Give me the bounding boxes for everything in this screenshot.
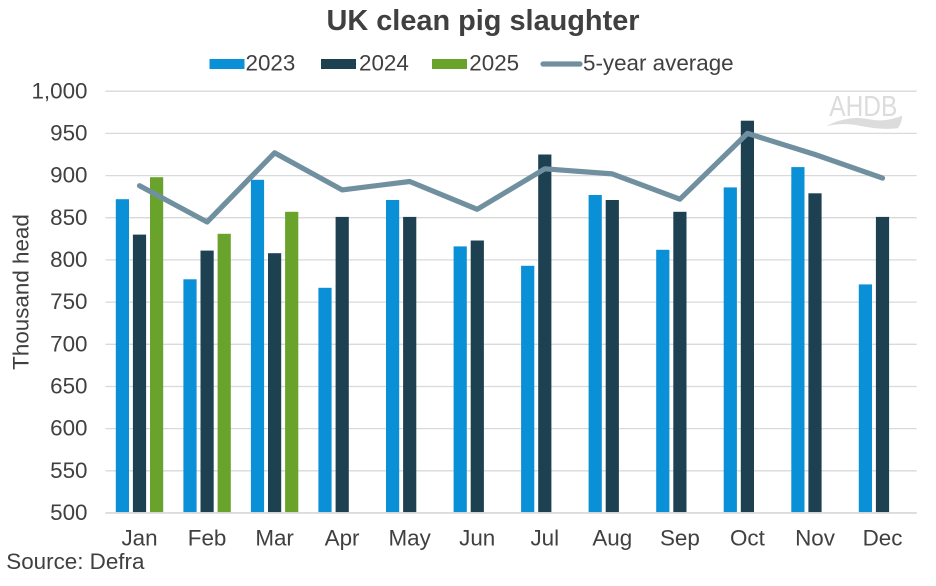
svg-text:800: 800 [50,247,87,272]
svg-text:Nov: Nov [795,526,836,551]
svg-text:550: 550 [50,458,87,483]
svg-text:Thousand head: Thousand head [9,214,34,370]
svg-text:900: 900 [50,163,87,188]
svg-text:2024: 2024 [359,51,409,76]
svg-text:Apr: Apr [325,526,360,551]
svg-text:Mar: Mar [255,526,294,551]
svg-text:Dec: Dec [863,526,903,551]
svg-text:950: 950 [50,121,87,146]
svg-text:2023: 2023 [246,51,296,76]
svg-text:Oct: Oct [730,526,766,551]
svg-text:May: May [389,526,432,551]
svg-text:Jan: Jan [121,526,157,551]
svg-text:600: 600 [50,416,87,441]
svg-text:Source: Defra: Source: Defra [6,549,145,574]
svg-text:700: 700 [50,331,87,356]
svg-text:2025: 2025 [469,51,519,76]
svg-text:Sep: Sep [660,526,700,551]
svg-text:Jul: Jul [530,526,559,551]
svg-text:650: 650 [50,374,87,399]
svg-text:AHDB: AHDB [829,91,897,123]
svg-text:Feb: Feb [188,526,227,551]
svg-text:1,000: 1,000 [31,78,87,103]
svg-text:Jun: Jun [459,526,495,551]
svg-text:5-year average: 5-year average [583,51,734,76]
svg-text:UK clean pig slaughter: UK clean pig slaughter [326,5,639,37]
svg-text:500: 500 [50,500,87,525]
svg-text:Aug: Aug [592,526,632,551]
svg-text:850: 850 [50,205,87,230]
svg-text:750: 750 [50,289,87,314]
